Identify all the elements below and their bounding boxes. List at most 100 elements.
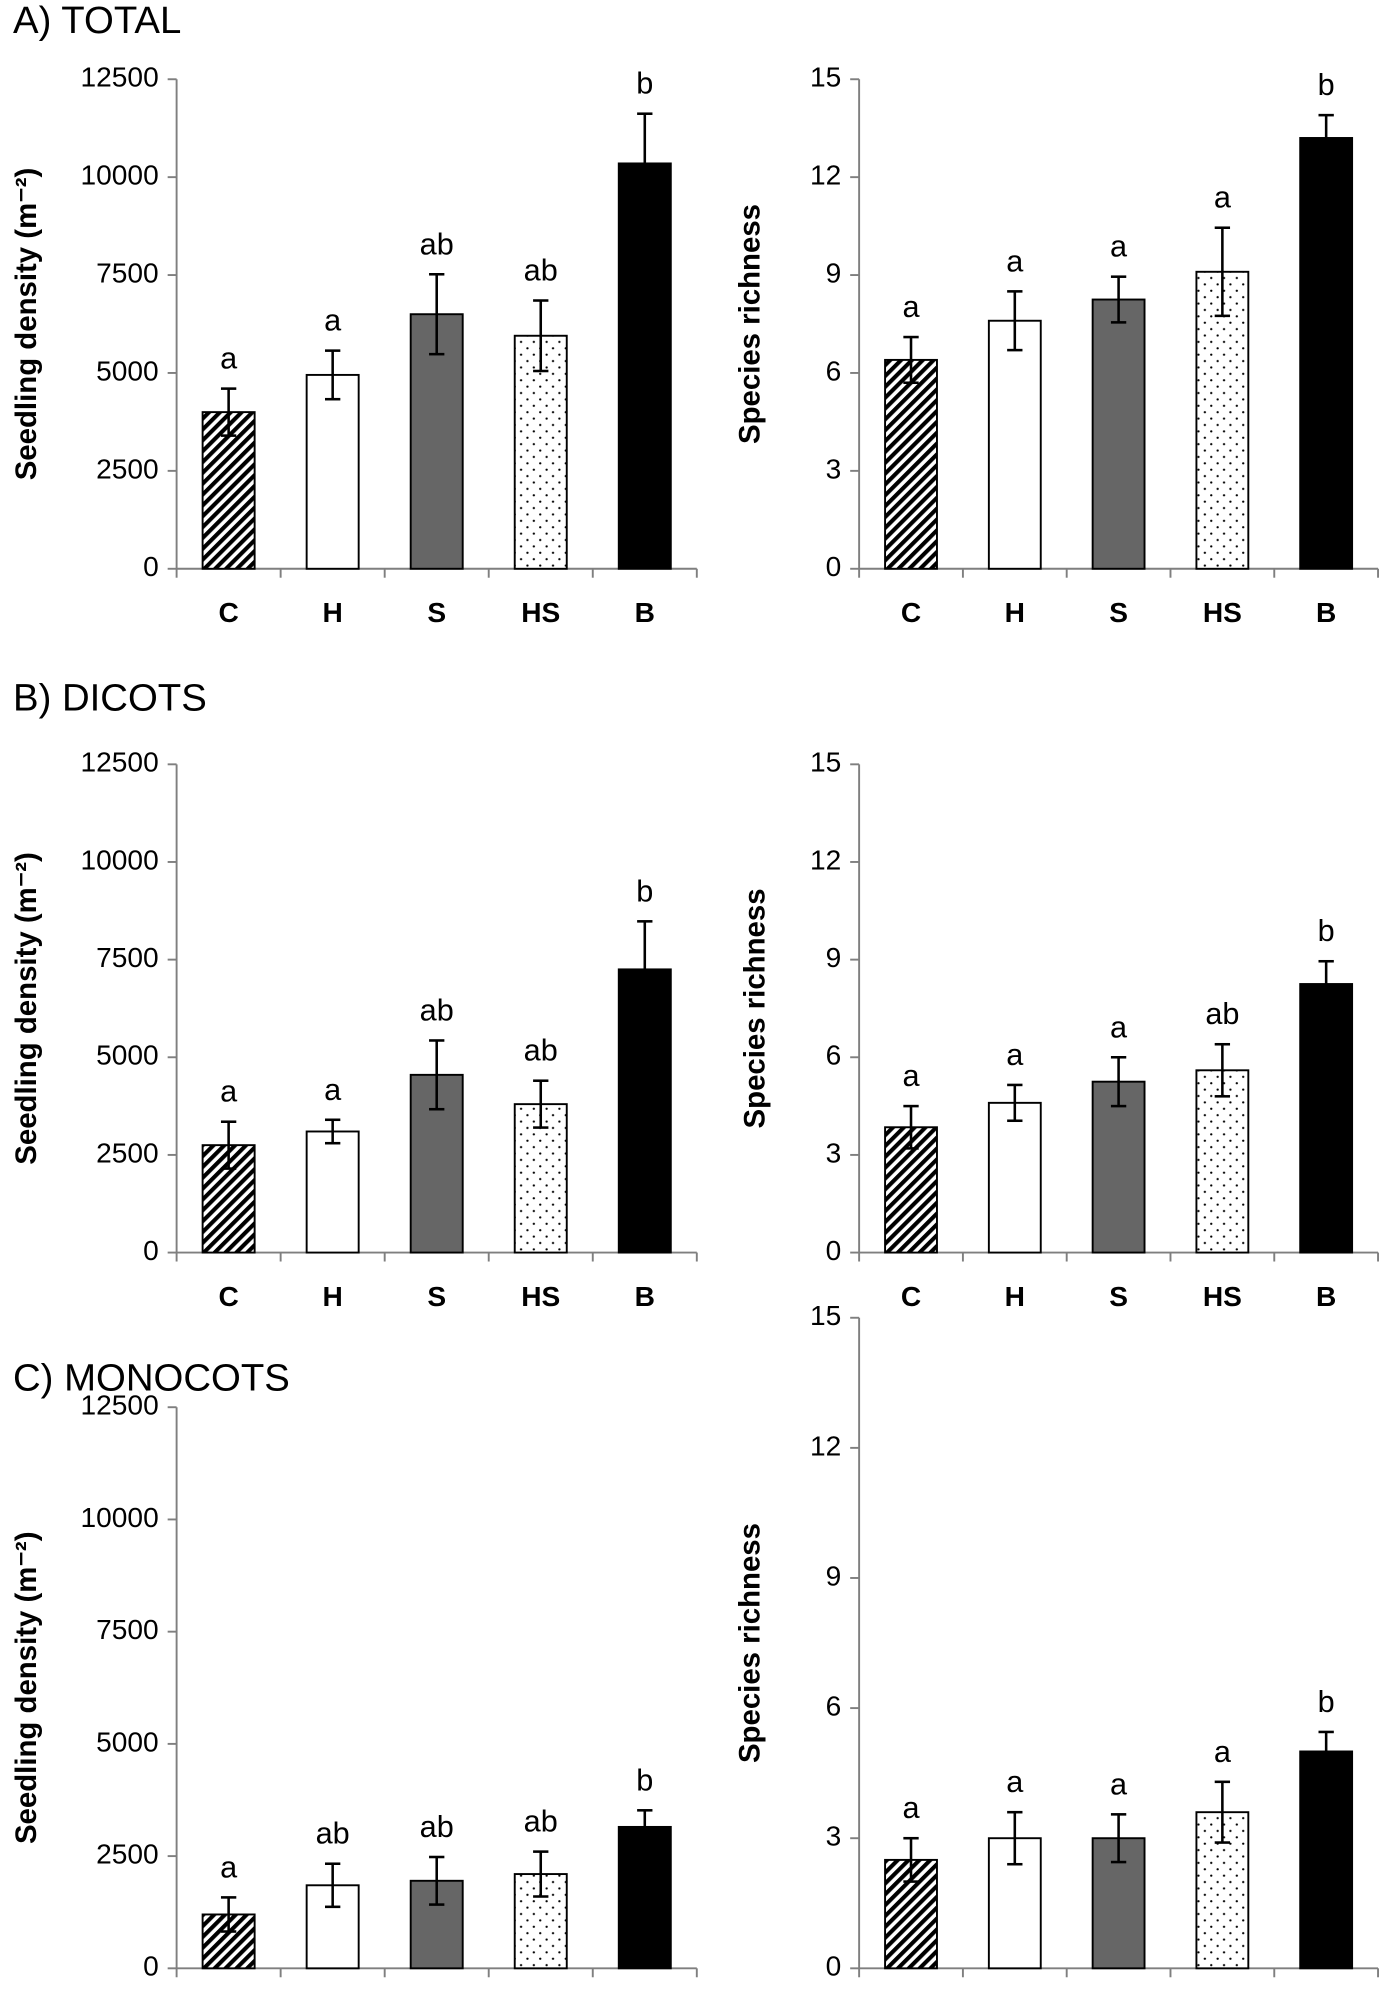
y-tick-label: 6 (826, 1040, 842, 1071)
error-bar (637, 1809, 653, 1845)
y-axis-label: Species richness (734, 1523, 767, 1763)
bar (201, 411, 256, 570)
bar (1299, 137, 1354, 570)
error-bar (324, 1862, 341, 1909)
significance-letter: ab (524, 1034, 558, 1068)
significance-letter: a (902, 1791, 920, 1825)
error-bar (429, 1855, 445, 1906)
significance-letter: a (1006, 1038, 1024, 1072)
error-bar (1214, 226, 1231, 318)
error-bar (220, 387, 237, 437)
x-tick-label: S (427, 1997, 446, 1999)
y-tick-label: 3 (826, 453, 842, 484)
x-tick-label: HS (1203, 597, 1242, 628)
error-bar (533, 1079, 549, 1129)
error-bar (637, 920, 653, 1019)
x-tick-label: H (323, 1281, 343, 1312)
error-bar (1110, 1055, 1127, 1108)
y-tick-label: 15 (810, 1300, 841, 1331)
x-tick-label: H (323, 1997, 343, 1999)
x-tick-label: H (1005, 1997, 1025, 1999)
significance-letter: a (220, 1850, 238, 1884)
significance-letter: a (324, 304, 342, 338)
x-tick-label: C (218, 1281, 238, 1312)
x-tick-label: B (1316, 1997, 1336, 1999)
significance-letter: b (1318, 68, 1335, 102)
y-axis-label: Seedling density (m⁻²) (10, 852, 43, 1165)
y-axis-label: Seedling density (m⁻²) (10, 1531, 43, 1844)
bar (1195, 270, 1250, 570)
y-tick-label: 0 (826, 1235, 842, 1266)
y-axis-label: Species richness (734, 204, 767, 444)
error-bar (533, 1850, 549, 1898)
x-tick-label: C (218, 597, 238, 628)
y-tick-label: 3 (826, 1137, 842, 1168)
error-bar (1007, 1083, 1023, 1123)
y-tick-label: 5000 (96, 355, 159, 386)
x-tick-label: H (1005, 1281, 1025, 1312)
error-bar (903, 1836, 919, 1883)
y-tick-label: 7500 (96, 942, 159, 973)
significance-letter: ab (316, 1817, 350, 1851)
y-tick-label: 15 (810, 62, 841, 93)
significance-letter: ab (420, 1810, 454, 1844)
panel: B) DICOTS Seedling density (m⁻²) 0 2500 5000… (10, 677, 698, 1312)
error-bar (324, 349, 341, 401)
x-tick-label: HS (521, 1997, 560, 1999)
significance-letter: a (1214, 181, 1232, 215)
y-tick-label: 2500 (96, 1137, 159, 1168)
significance-letter: a (1006, 244, 1024, 278)
error-bar (220, 1896, 237, 1933)
x-tick-label: HS (1203, 1281, 1242, 1312)
error-bar (637, 112, 653, 215)
panel: C) MONOCOTS Seedling density (m⁻²) 0 2500 50… (10, 1357, 698, 1999)
significance-letter: b (1318, 1685, 1335, 1719)
significance-letter: a (1110, 230, 1128, 264)
y-tick-label: 7500 (96, 257, 159, 288)
y-tick-label: 9 (826, 1560, 842, 1591)
x-tick-label: S (427, 1281, 446, 1312)
x-tick-label: B (635, 1997, 655, 1999)
x-tick-label: S (427, 597, 446, 628)
error-bar (533, 299, 549, 373)
bar (1091, 298, 1146, 570)
significance-letter: a (902, 290, 920, 324)
y-tick-label: 7500 (96, 1614, 159, 1645)
bar (513, 334, 568, 570)
error-bar (324, 1118, 341, 1145)
panel: Species richness 0 3 6 9 12 15 Ca Ha Sa HS a Bb (734, 62, 1380, 628)
bar (987, 319, 1042, 570)
x-tick-label: C (218, 1997, 238, 1999)
y-tick-label: 6 (826, 1691, 842, 1722)
bar (305, 1130, 360, 1254)
significance-letter: ab (524, 1805, 558, 1839)
y-tick-label: 12500 (81, 1390, 159, 1421)
error-bar (903, 1104, 919, 1150)
panel-title: C) MONOCOTS (13, 1357, 290, 1400)
error-bar (429, 272, 445, 356)
significance-letter: a (324, 1073, 342, 1107)
y-tick-label: 15 (810, 747, 841, 778)
significance-letter: b (636, 874, 653, 908)
panel: Species richness 0 3 6 9 12 15 Ca Ha Sa HS ab Bb (739, 747, 1380, 1312)
y-axis-label: Seedling density (m⁻²) (10, 168, 43, 481)
y-tick-label: 0 (143, 1235, 159, 1266)
error-bar (1110, 1813, 1127, 1864)
bar (617, 1825, 672, 1970)
bar (305, 373, 360, 570)
y-tick-label: 5000 (96, 1726, 159, 1757)
significance-letter: a (1110, 1767, 1128, 1801)
bar (1299, 983, 1354, 1254)
y-tick-label: 12 (810, 844, 841, 875)
significance-letter: a (220, 1075, 238, 1109)
bar (1299, 1750, 1354, 1970)
y-tick-label: 0 (826, 551, 842, 582)
significance-letter: ab (420, 993, 454, 1027)
significance-letter: ab (420, 227, 454, 261)
bar (1195, 1069, 1250, 1254)
error-bar (1318, 113, 1334, 163)
bar (884, 358, 938, 570)
x-tick-label: S (1109, 597, 1128, 628)
y-tick-label: 10000 (81, 844, 159, 875)
x-tick-label: S (1109, 1281, 1128, 1312)
